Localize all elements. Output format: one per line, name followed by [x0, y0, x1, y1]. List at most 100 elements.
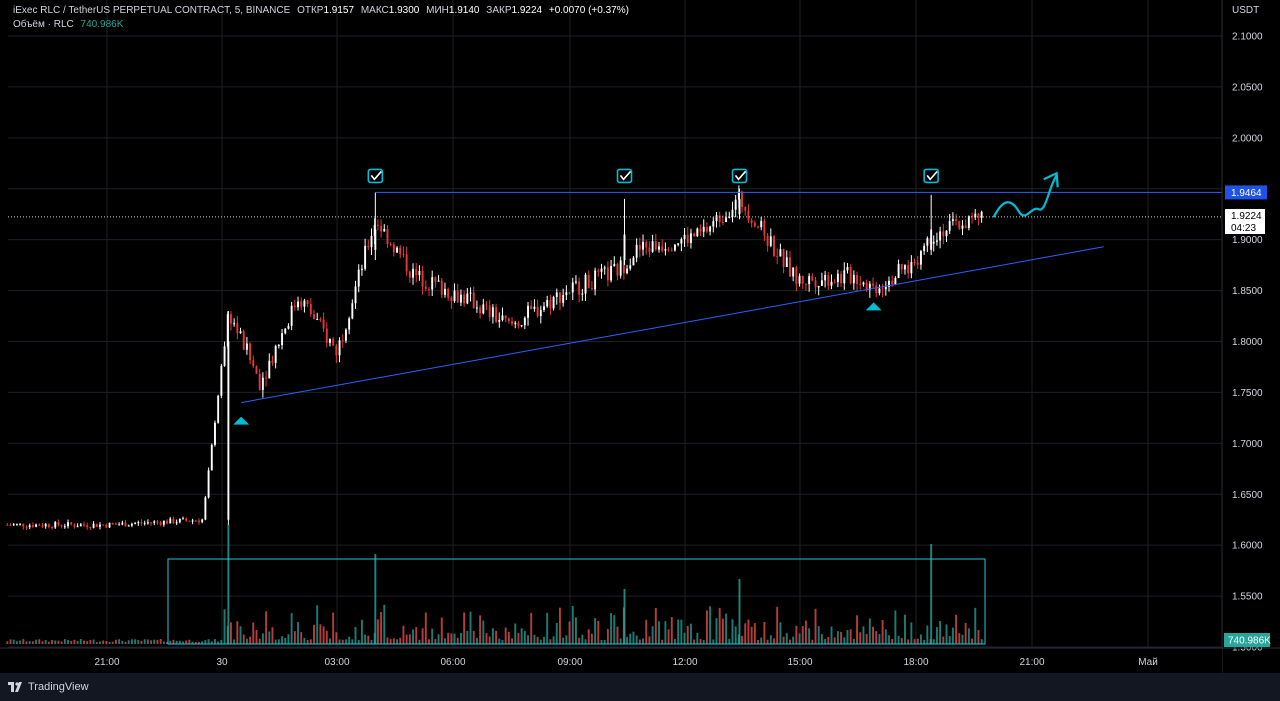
candle-body	[89, 527, 92, 529]
volume-bar	[178, 640, 181, 644]
candle-body	[51, 527, 54, 529]
volume-bar	[9, 639, 12, 644]
volume-bar	[19, 640, 22, 644]
candle	[610, 259, 613, 283]
candle-body	[118, 524, 121, 526]
candle	[12, 522, 15, 527]
candle	[757, 226, 759, 229]
candle	[376, 219, 379, 231]
volume-bar	[843, 637, 846, 644]
volume-bar	[57, 640, 60, 644]
volume-bar	[198, 641, 200, 644]
candle-body	[884, 286, 887, 290]
volume-bar	[955, 614, 958, 644]
candle	[360, 264, 363, 276]
candle-body	[79, 524, 82, 527]
volume-bar	[674, 638, 676, 644]
candle	[220, 363, 223, 399]
volume-bar	[105, 641, 108, 644]
candle	[134, 521, 137, 525]
volume-bar	[210, 641, 213, 644]
candle-body	[415, 269, 418, 276]
candle-body	[779, 249, 782, 257]
candle-body	[750, 220, 753, 223]
volume-bar	[574, 617, 577, 644]
volume-range-box[interactable]	[167, 558, 986, 645]
candle	[939, 226, 942, 249]
candle-body	[926, 238, 929, 246]
volume-bar	[124, 641, 127, 644]
candle-body	[281, 333, 284, 346]
candle	[846, 262, 849, 274]
time-tick-label: 18:00	[903, 657, 928, 668]
candle	[386, 225, 389, 248]
tradingview-logo[interactable]: TradingView	[8, 681, 89, 693]
candle-body	[386, 228, 389, 245]
candle	[900, 263, 903, 274]
candle-body	[610, 266, 613, 281]
candle	[651, 234, 654, 253]
candle	[239, 327, 242, 334]
candle	[130, 522, 133, 528]
volume-bar	[533, 634, 536, 644]
candle	[827, 271, 830, 290]
volume-bar	[188, 639, 191, 644]
candle-body	[485, 304, 488, 306]
volume-bar	[840, 631, 843, 644]
volume-bar	[750, 626, 753, 644]
volume-bar	[568, 621, 571, 644]
volume-bar	[360, 619, 363, 644]
candle-body	[198, 520, 200, 523]
volume-bar	[836, 631, 839, 644]
price-tick-label: 1.5500	[1232, 592, 1263, 603]
volume-bar	[565, 635, 568, 644]
candle-body	[424, 286, 427, 289]
volume-bar	[351, 639, 354, 644]
volume-bar	[89, 639, 92, 644]
volume-bar	[964, 622, 967, 644]
time-axis-bg	[0, 648, 1222, 673]
candle	[552, 295, 555, 311]
support-trendline[interactable]	[241, 246, 1104, 404]
candle-body	[178, 518, 181, 523]
candle	[811, 273, 814, 282]
candle	[836, 269, 839, 288]
check-icon	[731, 168, 748, 184]
volume-bar	[92, 639, 95, 644]
volume-bar	[904, 614, 906, 644]
candle-body	[498, 319, 501, 322]
volume-bar	[635, 635, 638, 644]
candle	[696, 227, 699, 237]
candle-body	[274, 345, 277, 363]
volume-bar	[35, 639, 38, 644]
candle	[495, 303, 498, 324]
candle-body	[265, 377, 268, 379]
volume-bar	[511, 638, 514, 644]
candle-body	[728, 216, 731, 218]
candle	[383, 224, 386, 232]
candle	[693, 232, 696, 237]
candle-body	[95, 523, 98, 527]
candle-body	[747, 210, 750, 221]
candle	[852, 270, 855, 290]
candle-body	[166, 520, 169, 524]
candle-body	[734, 199, 737, 210]
candle-body	[967, 215, 970, 228]
volume-bar	[290, 613, 293, 644]
candle	[980, 210, 983, 223]
volume-bar	[28, 641, 31, 644]
candle-body	[916, 262, 919, 265]
volume-bar	[833, 637, 836, 644]
candle	[153, 520, 156, 526]
volume-bar	[47, 641, 50, 644]
volume-bar	[498, 638, 501, 644]
volume-bar	[712, 639, 715, 644]
volume-bar	[549, 639, 552, 644]
candle	[118, 522, 121, 526]
volume-bar	[820, 634, 823, 644]
candle-body	[111, 522, 114, 524]
candle-body	[792, 267, 795, 277]
volume-bar	[111, 641, 114, 644]
volume-bar	[913, 639, 916, 644]
